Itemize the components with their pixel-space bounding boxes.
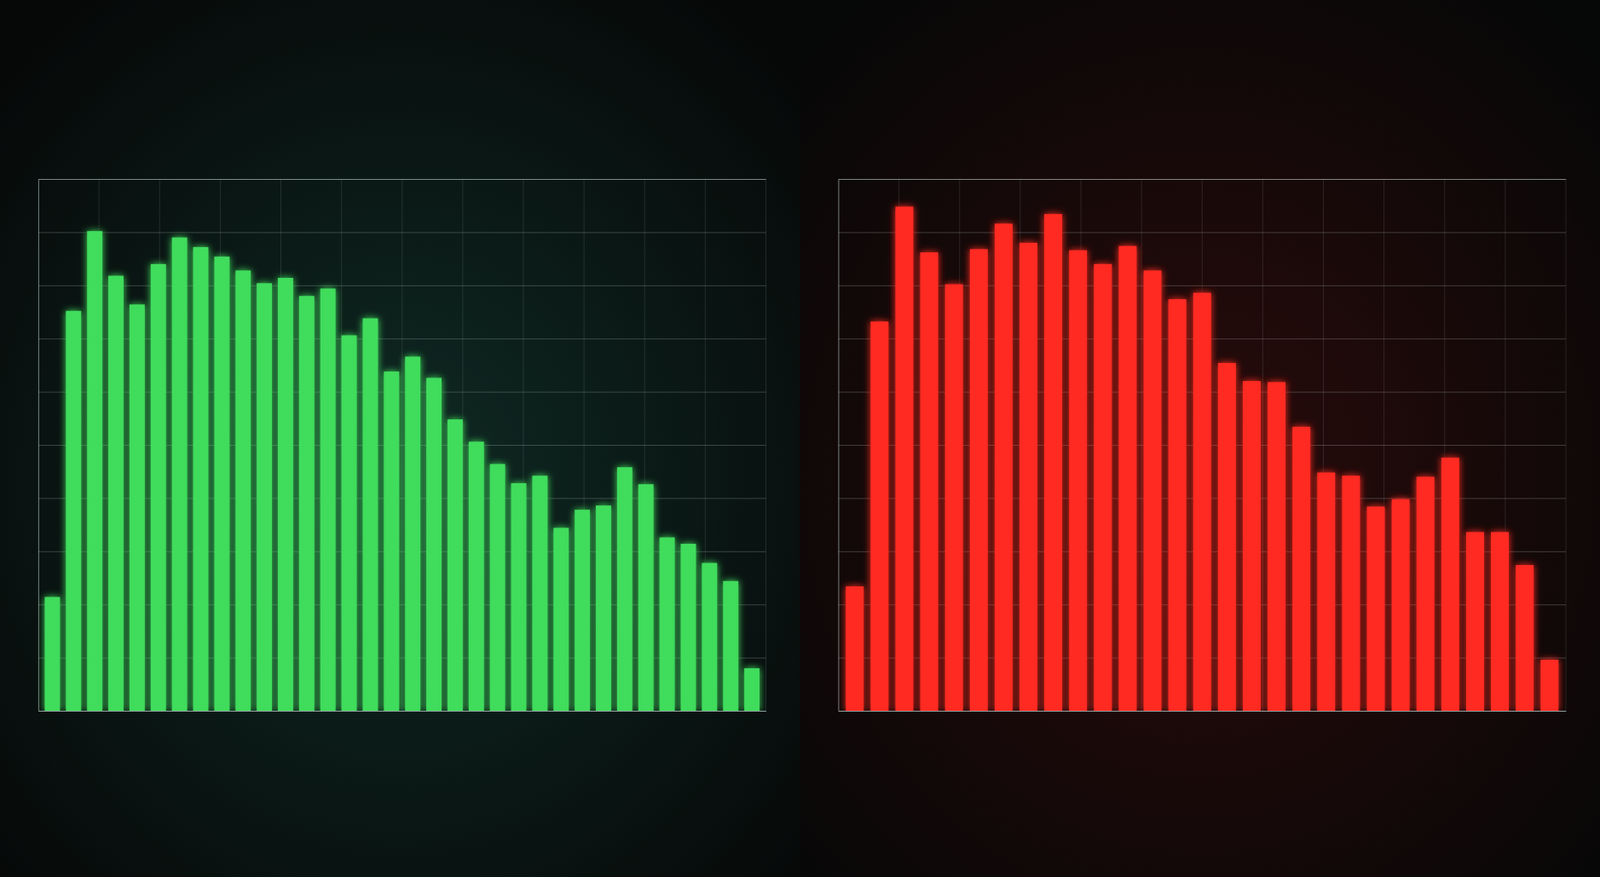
bar — [994, 223, 1013, 711]
bar — [172, 237, 188, 711]
grid-line-vertical — [1565, 179, 1567, 711]
bars — [845, 206, 1559, 711]
bar — [1466, 531, 1485, 711]
axis-line — [838, 179, 1566, 712]
grid-vertical — [838, 179, 1567, 711]
grid-line-vertical — [837, 179, 839, 711]
bar — [722, 581, 739, 711]
bar — [129, 304, 145, 711]
bar — [362, 317, 378, 711]
bar — [617, 467, 633, 711]
bar — [1068, 250, 1087, 711]
bar — [1292, 427, 1311, 711]
grid-line-vertical — [1262, 179, 1264, 711]
bar — [299, 295, 315, 711]
bar — [468, 441, 485, 711]
bar — [659, 537, 676, 711]
bar — [86, 231, 103, 711]
bar — [383, 371, 399, 711]
axis-line — [838, 710, 1567, 712]
bar — [341, 335, 358, 711]
bar — [1490, 531, 1509, 711]
bar — [574, 509, 590, 711]
bar — [1242, 381, 1261, 711]
bar — [1316, 472, 1335, 711]
bar — [213, 256, 230, 711]
canvas — [0, 0, 1600, 877]
panel — [0, 0, 801, 877]
grid-line-vertical — [1141, 179, 1143, 711]
bar — [150, 264, 167, 711]
bar — [235, 270, 251, 711]
plot — [838, 179, 1567, 712]
bar — [108, 276, 124, 711]
bar — [1367, 506, 1386, 711]
bar — [320, 288, 336, 711]
bar — [920, 252, 939, 711]
background — [0, 0, 801, 877]
bar — [638, 484, 654, 711]
bar — [256, 283, 272, 711]
bar — [1193, 293, 1212, 711]
grid-line-vertical — [765, 179, 767, 711]
grid-line-vertical — [401, 179, 403, 711]
bar — [1093, 264, 1112, 711]
bar — [744, 668, 760, 711]
bar — [870, 321, 889, 711]
panel — [800, 0, 1600, 877]
bar — [277, 277, 294, 711]
bar — [1441, 457, 1460, 711]
grid — [38, 179, 767, 712]
bar — [1118, 246, 1137, 711]
plot — [38, 179, 767, 712]
bar — [1143, 270, 1162, 711]
tick — [38, 710, 767, 712]
bar — [44, 596, 60, 711]
x-axis — [39, 710, 768, 713]
background — [800, 0, 1600, 877]
bar — [701, 563, 717, 711]
bar — [1515, 565, 1534, 711]
bar — [426, 377, 442, 711]
axis-line — [39, 179, 767, 712]
bar — [193, 247, 209, 711]
grid — [838, 179, 1567, 712]
bars — [44, 231, 760, 711]
bar — [1218, 363, 1237, 711]
bar — [681, 543, 697, 711]
bar — [65, 311, 81, 711]
bar — [895, 206, 913, 711]
bar — [1019, 242, 1038, 711]
bar — [595, 505, 612, 711]
bar — [1341, 475, 1360, 711]
bar — [1044, 213, 1063, 711]
bar — [447, 419, 463, 711]
tick — [838, 710, 1567, 712]
bar — [531, 475, 548, 711]
grid-line — [38, 710, 767, 712]
bar — [553, 527, 569, 711]
bar — [845, 586, 864, 711]
grid-line — [838, 710, 1567, 712]
bar — [1267, 381, 1286, 711]
grid-vertical — [38, 179, 767, 711]
axis-line — [39, 710, 768, 712]
bar — [1416, 476, 1435, 711]
bar — [970, 248, 988, 711]
bar — [1168, 299, 1187, 711]
bar — [511, 483, 527, 711]
bar — [945, 284, 964, 711]
grid-line-vertical — [38, 179, 40, 711]
bar — [404, 356, 421, 711]
bar — [490, 463, 506, 711]
bar — [1392, 499, 1410, 711]
bar — [1540, 659, 1559, 711]
